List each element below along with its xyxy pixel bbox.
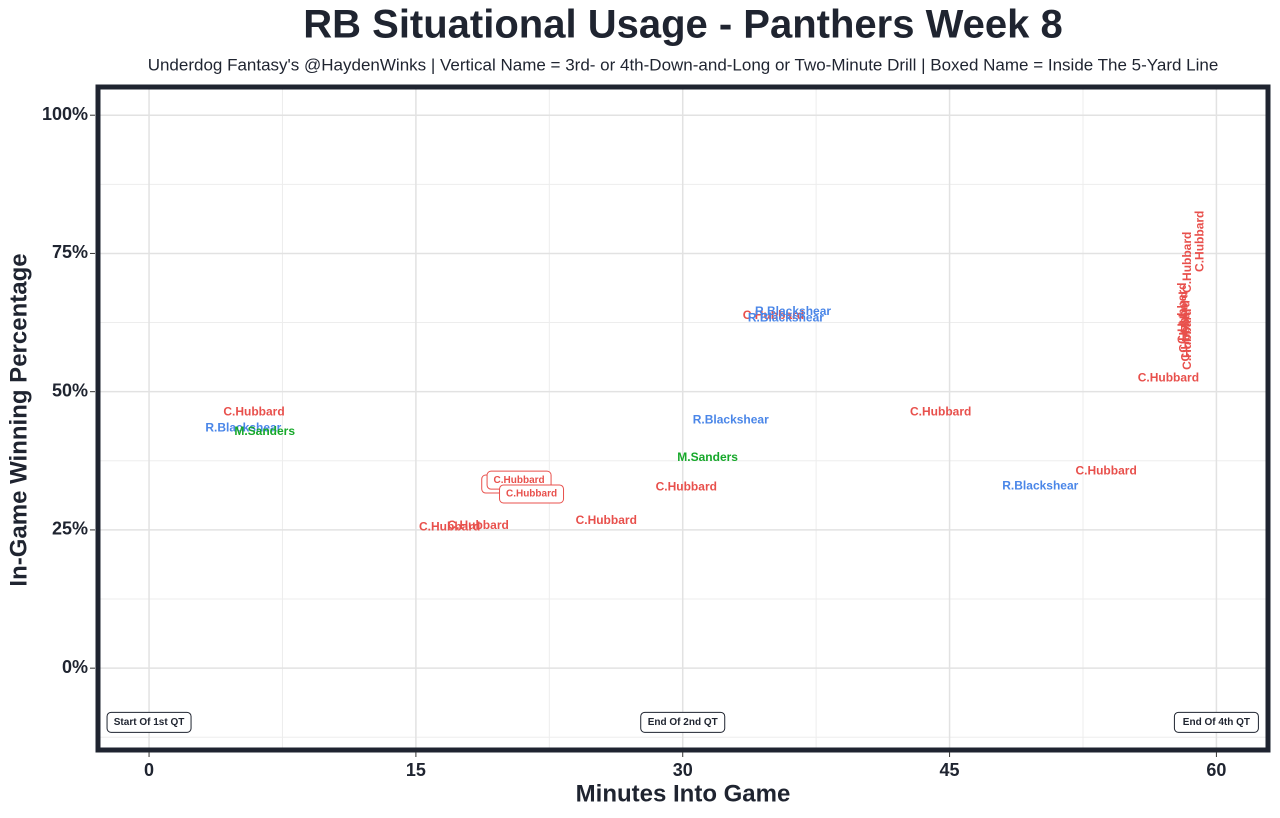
y-tick-label: 0%	[62, 657, 88, 677]
point-label: C.Hubbard	[223, 404, 284, 418]
point-label: R.Blackshear	[693, 413, 769, 427]
marks: C.HubbardC.HubbardC.HubbardC.HubbardC.Hu…	[106, 211, 1259, 733]
label-box	[499, 484, 565, 504]
point-label: C.Hubbard	[1193, 211, 1207, 272]
annotation-box	[640, 711, 726, 733]
point-label: C.Hubbard	[656, 480, 717, 494]
point-label: C.Hubbard	[1180, 232, 1194, 293]
point-label: C.Hubbard	[1075, 463, 1136, 477]
point-label: R.Blackshear	[748, 310, 824, 324]
x-tick-label: 30	[673, 760, 693, 780]
x-tick-label: 0	[144, 760, 154, 780]
point-label: C.Hubbard	[447, 518, 508, 532]
point-label: C.Hubbard	[506, 489, 557, 500]
point-label: R.Blackshear	[205, 420, 281, 434]
y-tick-label: 25%	[52, 519, 88, 539]
y-tick-label: 100%	[42, 104, 88, 124]
grid	[98, 87, 1268, 750]
annotation-box	[1173, 711, 1259, 733]
point-label: C.Hubbard	[910, 404, 971, 418]
point-label: C.Hubbard	[1180, 308, 1194, 369]
point-label: C.Hubbard	[1177, 291, 1191, 352]
point-label: M.Sanders	[677, 450, 738, 464]
y-tick-label: 50%	[52, 380, 88, 400]
annotation: End Of 2nd QT	[648, 717, 718, 728]
point-label: C.Hubbard	[1175, 282, 1189, 343]
x-tick-label: 15	[406, 760, 426, 780]
point-label: C.Hubbard	[576, 513, 637, 527]
point-label: C.Hubbard	[1178, 300, 1192, 361]
annotation-box	[106, 711, 192, 733]
point-label: R.Blackshear	[755, 304, 831, 318]
y-tick-label: 75%	[52, 242, 88, 262]
y-axis-title: In-Game Winning Percentage	[5, 253, 32, 586]
point-label: C.Hubbard	[1138, 371, 1199, 385]
x-tick-label: 45	[940, 760, 960, 780]
x-tick-label: 60	[1206, 760, 1226, 780]
annotation: Start Of 1st QT	[114, 717, 185, 728]
point-label: C.Hubbard	[743, 308, 804, 322]
point-label: C.Hubbard	[419, 519, 480, 533]
x-axis-title: Minutes Into Game	[576, 780, 791, 807]
plot-border	[95, 84, 1271, 753]
point-label: M.Sanders	[234, 424, 295, 438]
annotation: End Of 4th QT	[1183, 717, 1250, 728]
chart-subtitle: Underdog Fantasy's @HaydenWinks | Vertic…	[148, 55, 1219, 74]
chart-title: RB Situational Usage - Panthers Week 8	[303, 3, 1062, 47]
point-label: R.Blackshear	[1002, 478, 1078, 492]
point-label: C.Hubbard	[494, 475, 545, 486]
